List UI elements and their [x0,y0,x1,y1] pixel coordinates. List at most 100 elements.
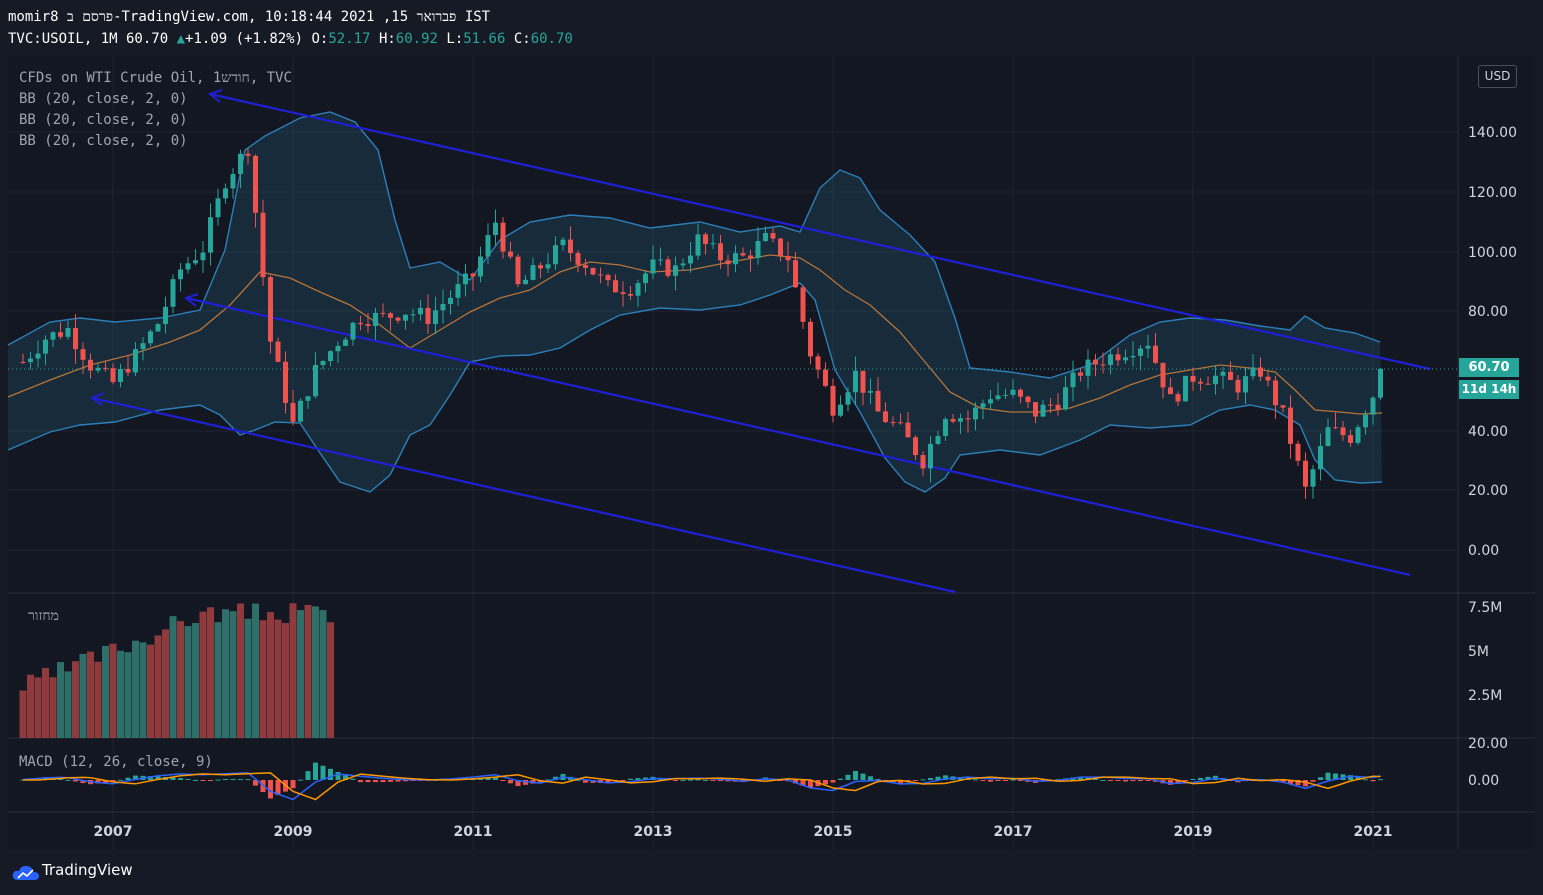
candle-body [1145,345,1151,349]
macd-histogram-bar [1093,778,1098,780]
macd-histogram-bar [245,779,251,781]
candle-body [530,265,536,280]
macd-histogram-bar [388,780,393,782]
candle-body [1138,348,1143,356]
candle-body [800,287,806,322]
macd-histogram-bar [1280,780,1286,783]
candle-body [110,368,116,382]
x-tick-2017: 2017 [994,824,1033,840]
bb-legend-2[interactable]: BB (20, close, 2, 0) [19,112,188,128]
candle-body [830,385,836,416]
bollinger-basis-line [7,254,1383,415]
candle-body [1033,402,1038,417]
volume-bar [102,645,109,738]
macd-histogram-bar [1310,780,1316,782]
macd-histogram-bar [988,780,993,782]
macd-histogram-bar [380,780,386,783]
currency-button[interactable]: USD [1478,65,1517,88]
macd-legend[interactable]: MACD (12, 26, close, 9) [19,754,213,770]
symbol-label: TVC:USOIL, 1M 60.70 [8,31,169,47]
macd-histogram-bar [328,768,333,780]
candle-body [1130,355,1136,358]
macd-histogram-bar [65,779,71,781]
macd-histogram-bar [913,780,918,781]
volume-bar [274,619,282,738]
macd-histogram-bar [103,780,108,783]
publish-info: momir8 פרסם ב-TradingView.com, פברואר 15… [8,9,491,25]
volume-bar [94,661,102,738]
macd-signal-line [23,772,1381,801]
candle-body [193,260,198,264]
price-axis[interactable]: 140.00 120.00 100.00 80.00 40.00 20.00 0… [1468,125,1517,789]
volume-bar [117,650,124,738]
candle-body [1153,345,1158,363]
candle-body [455,284,461,298]
candle-body [590,267,596,275]
candlestick-series [20,148,1383,499]
symbol-info: TVC:USOIL, 1M 60.70 ▲+1.09 (+1.82%) O:52… [8,31,573,47]
candle-body [1190,375,1196,382]
macd-histogram-bar [1123,780,1128,782]
bb-legend-3[interactable]: BB (20, close, 2, 0) [19,133,188,149]
candle-body [845,392,851,405]
candle-body [1205,383,1211,385]
candle-body [973,407,978,420]
candle-body [748,255,753,258]
macd-series [20,762,1383,801]
candle-body [688,255,693,264]
candle-body [1063,387,1068,410]
footer-brand[interactable]: TradingView [12,861,133,883]
macd-histogram-bar [868,776,873,780]
macd-histogram-bar [1370,780,1376,782]
macd-histogram-bar [1078,776,1083,780]
channel-arrowheads [89,89,223,406]
macd-histogram-bar [523,780,528,785]
candle-body [1378,368,1383,398]
candle-body [1108,354,1113,365]
candle-body [1288,407,1293,444]
macd-histogram-bar [853,770,858,780]
candle-body [403,314,408,321]
candle-body [763,233,768,241]
volume-bar [109,643,117,738]
candle-body [1025,396,1031,403]
open-label: O: [311,31,329,47]
macd-histogram-bar [403,780,408,782]
candle-body [1175,394,1181,402]
x-tick-2013: 2013 [634,824,673,840]
bb-legend-1[interactable]: BB (20, close, 2, 0) [19,91,188,107]
volume-bar [304,604,312,738]
candle-body [1160,362,1166,388]
macd-histogram-bar [223,778,228,780]
candle-body [275,341,281,362]
trend-channel[interactable] [91,92,1431,594]
y-tick-0: 0.00 [1468,543,1499,559]
macd-histogram-bar [1363,779,1368,781]
volume-bar [162,629,169,738]
candle-body [718,243,723,261]
candle-body [613,280,618,293]
candle-body [935,435,941,444]
candle-body [1115,354,1121,361]
candle-body [1235,379,1241,393]
candle-body [433,310,438,324]
chart-title[interactable]: CFDs on WTI Crude Oil, 1חודש, TVC [19,70,292,86]
volume-legend[interactable]: מחזור [28,608,59,624]
candle-body [73,328,78,350]
time-axis[interactable]: 2007 2009 2011 2013 2015 2017 2019 2021 [94,824,1393,840]
candle-body [703,234,708,245]
macd-histogram-bar [178,778,183,780]
candle-body [913,437,918,456]
macd-histogram-bar [1138,780,1143,781]
candle-body [313,364,318,397]
macd-histogram-bar [823,780,828,785]
candle-body [1070,372,1076,388]
candle-body [733,253,738,265]
candle-body [343,339,348,346]
macd-histogram-bar [358,780,363,783]
macd-histogram-bar [110,780,116,782]
macd-histogram-bar [860,773,866,780]
candle-body [808,321,813,357]
candle-body [988,399,993,404]
